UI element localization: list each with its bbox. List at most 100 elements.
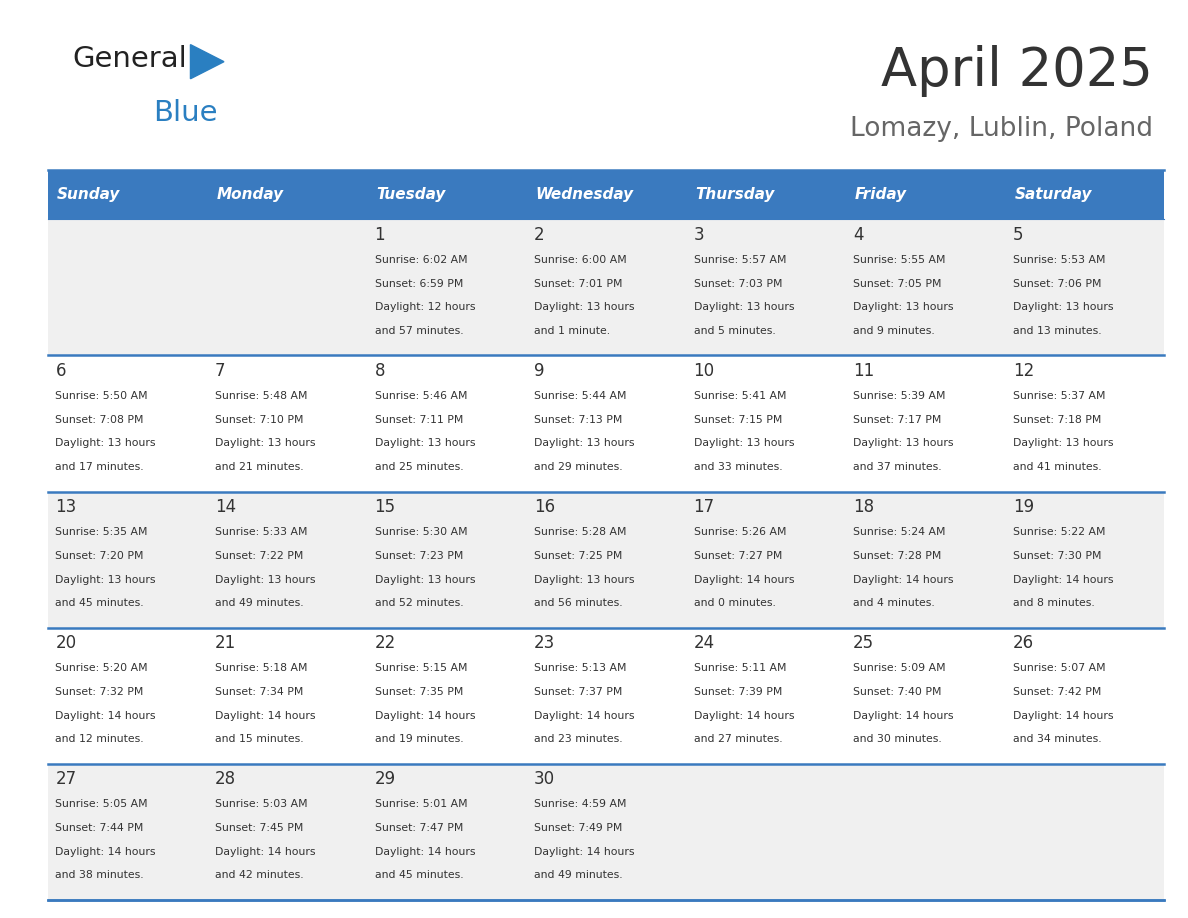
Text: and 34 minutes.: and 34 minutes. bbox=[1012, 734, 1101, 744]
Text: Sunset: 7:20 PM: Sunset: 7:20 PM bbox=[56, 551, 144, 561]
Bar bbox=[526, 764, 685, 900]
Text: Sunrise: 5:48 AM: Sunrise: 5:48 AM bbox=[215, 391, 308, 401]
Text: Sunrise: 5:39 AM: Sunrise: 5:39 AM bbox=[853, 391, 946, 401]
Text: and 52 minutes.: and 52 minutes. bbox=[374, 599, 463, 609]
Text: Sunrise: 5:09 AM: Sunrise: 5:09 AM bbox=[853, 663, 946, 673]
Text: Daylight: 13 hours: Daylight: 13 hours bbox=[56, 575, 156, 585]
Text: Thursday: Thursday bbox=[695, 187, 775, 202]
Text: Daylight: 14 hours: Daylight: 14 hours bbox=[374, 711, 475, 721]
Text: 26: 26 bbox=[1012, 634, 1034, 653]
Text: and 17 minutes.: and 17 minutes. bbox=[56, 463, 144, 472]
Text: 9: 9 bbox=[535, 363, 544, 380]
Text: and 12 minutes.: and 12 minutes. bbox=[56, 734, 144, 744]
Text: Friday: Friday bbox=[854, 187, 906, 202]
Text: and 13 minutes.: and 13 minutes. bbox=[1012, 326, 1101, 336]
Text: Daylight: 13 hours: Daylight: 13 hours bbox=[374, 439, 475, 449]
Text: Daylight: 13 hours: Daylight: 13 hours bbox=[1012, 302, 1113, 312]
Text: Sunday: Sunday bbox=[57, 187, 120, 202]
Text: 21: 21 bbox=[215, 634, 236, 653]
Text: 14: 14 bbox=[215, 498, 236, 516]
Text: Daylight: 14 hours: Daylight: 14 hours bbox=[215, 846, 316, 856]
Bar bbox=[526, 628, 685, 764]
Text: Sunset: 7:49 PM: Sunset: 7:49 PM bbox=[535, 823, 623, 833]
Text: Daylight: 13 hours: Daylight: 13 hours bbox=[56, 439, 156, 449]
Text: 10: 10 bbox=[694, 363, 715, 380]
Text: Sunset: 7:40 PM: Sunset: 7:40 PM bbox=[853, 687, 942, 697]
Text: and 15 minutes.: and 15 minutes. bbox=[215, 734, 304, 744]
Text: Daylight: 13 hours: Daylight: 13 hours bbox=[215, 575, 316, 585]
Bar bbox=[367, 219, 526, 355]
Text: Daylight: 13 hours: Daylight: 13 hours bbox=[694, 439, 794, 449]
Bar bbox=[1005, 170, 1164, 219]
Text: Sunset: 7:08 PM: Sunset: 7:08 PM bbox=[56, 415, 144, 425]
Text: Sunrise: 5:20 AM: Sunrise: 5:20 AM bbox=[56, 663, 148, 673]
Text: Daylight: 14 hours: Daylight: 14 hours bbox=[853, 575, 954, 585]
Text: 16: 16 bbox=[535, 498, 555, 516]
Text: and 4 minutes.: and 4 minutes. bbox=[853, 599, 935, 609]
Text: Sunset: 7:11 PM: Sunset: 7:11 PM bbox=[374, 415, 463, 425]
Text: Sunset: 7:42 PM: Sunset: 7:42 PM bbox=[1012, 687, 1101, 697]
Text: 11: 11 bbox=[853, 363, 874, 380]
Bar bbox=[1005, 491, 1164, 628]
Text: 5: 5 bbox=[1012, 226, 1023, 244]
Text: Sunrise: 5:01 AM: Sunrise: 5:01 AM bbox=[374, 799, 467, 809]
Bar bbox=[685, 764, 845, 900]
Text: Sunrise: 5:30 AM: Sunrise: 5:30 AM bbox=[374, 527, 467, 537]
Bar bbox=[1005, 219, 1164, 355]
Text: 28: 28 bbox=[215, 770, 236, 789]
Bar bbox=[367, 764, 526, 900]
Text: Sunrise: 5:05 AM: Sunrise: 5:05 AM bbox=[56, 799, 148, 809]
Bar bbox=[1005, 628, 1164, 764]
Text: Daylight: 13 hours: Daylight: 13 hours bbox=[535, 575, 634, 585]
Text: Sunrise: 4:59 AM: Sunrise: 4:59 AM bbox=[535, 799, 626, 809]
Text: Daylight: 13 hours: Daylight: 13 hours bbox=[694, 302, 794, 312]
Bar bbox=[845, 355, 1005, 491]
Text: Sunrise: 5:11 AM: Sunrise: 5:11 AM bbox=[694, 663, 786, 673]
Text: Sunrise: 5:28 AM: Sunrise: 5:28 AM bbox=[535, 527, 626, 537]
Text: and 30 minutes.: and 30 minutes. bbox=[853, 734, 942, 744]
Text: and 5 minutes.: and 5 minutes. bbox=[694, 326, 776, 336]
Text: Sunrise: 5:15 AM: Sunrise: 5:15 AM bbox=[374, 663, 467, 673]
Text: and 45 minutes.: and 45 minutes. bbox=[56, 599, 144, 609]
Text: Sunrise: 5:50 AM: Sunrise: 5:50 AM bbox=[56, 391, 148, 401]
Bar bbox=[367, 628, 526, 764]
Text: Sunrise: 5:46 AM: Sunrise: 5:46 AM bbox=[374, 391, 467, 401]
Text: Blue: Blue bbox=[153, 98, 219, 127]
Text: 6: 6 bbox=[56, 363, 67, 380]
Text: Daylight: 14 hours: Daylight: 14 hours bbox=[535, 711, 634, 721]
Text: and 19 minutes.: and 19 minutes. bbox=[374, 734, 463, 744]
Bar bbox=[207, 764, 367, 900]
Text: 24: 24 bbox=[694, 634, 715, 653]
Text: Daylight: 12 hours: Daylight: 12 hours bbox=[374, 302, 475, 312]
Text: Sunrise: 5:13 AM: Sunrise: 5:13 AM bbox=[535, 663, 626, 673]
Text: Sunrise: 5:57 AM: Sunrise: 5:57 AM bbox=[694, 255, 786, 264]
Bar bbox=[1005, 764, 1164, 900]
Text: Sunset: 7:35 PM: Sunset: 7:35 PM bbox=[374, 687, 463, 697]
Text: Daylight: 14 hours: Daylight: 14 hours bbox=[694, 575, 794, 585]
Bar bbox=[685, 219, 845, 355]
Text: Sunset: 7:18 PM: Sunset: 7:18 PM bbox=[1012, 415, 1101, 425]
Bar bbox=[526, 355, 685, 491]
Text: and 1 minute.: and 1 minute. bbox=[535, 326, 611, 336]
Text: and 21 minutes.: and 21 minutes. bbox=[215, 463, 304, 472]
Bar bbox=[48, 491, 207, 628]
Text: Sunset: 7:22 PM: Sunset: 7:22 PM bbox=[215, 551, 303, 561]
Text: Sunrise: 5:41 AM: Sunrise: 5:41 AM bbox=[694, 391, 786, 401]
Text: Sunset: 7:10 PM: Sunset: 7:10 PM bbox=[215, 415, 303, 425]
Text: and 57 minutes.: and 57 minutes. bbox=[374, 326, 463, 336]
Bar bbox=[367, 491, 526, 628]
Text: Sunset: 7:05 PM: Sunset: 7:05 PM bbox=[853, 279, 942, 288]
Text: 23: 23 bbox=[535, 634, 555, 653]
Text: Sunrise: 5:37 AM: Sunrise: 5:37 AM bbox=[1012, 391, 1105, 401]
Text: Sunset: 7:25 PM: Sunset: 7:25 PM bbox=[535, 551, 623, 561]
Text: 17: 17 bbox=[694, 498, 715, 516]
Bar bbox=[526, 170, 685, 219]
Text: Sunset: 7:37 PM: Sunset: 7:37 PM bbox=[535, 687, 623, 697]
Text: Sunset: 7:32 PM: Sunset: 7:32 PM bbox=[56, 687, 144, 697]
Text: Daylight: 13 hours: Daylight: 13 hours bbox=[374, 575, 475, 585]
Text: 12: 12 bbox=[1012, 363, 1034, 380]
Text: Sunrise: 5:35 AM: Sunrise: 5:35 AM bbox=[56, 527, 148, 537]
Text: General: General bbox=[72, 45, 187, 73]
Bar bbox=[685, 355, 845, 491]
Bar bbox=[207, 491, 367, 628]
